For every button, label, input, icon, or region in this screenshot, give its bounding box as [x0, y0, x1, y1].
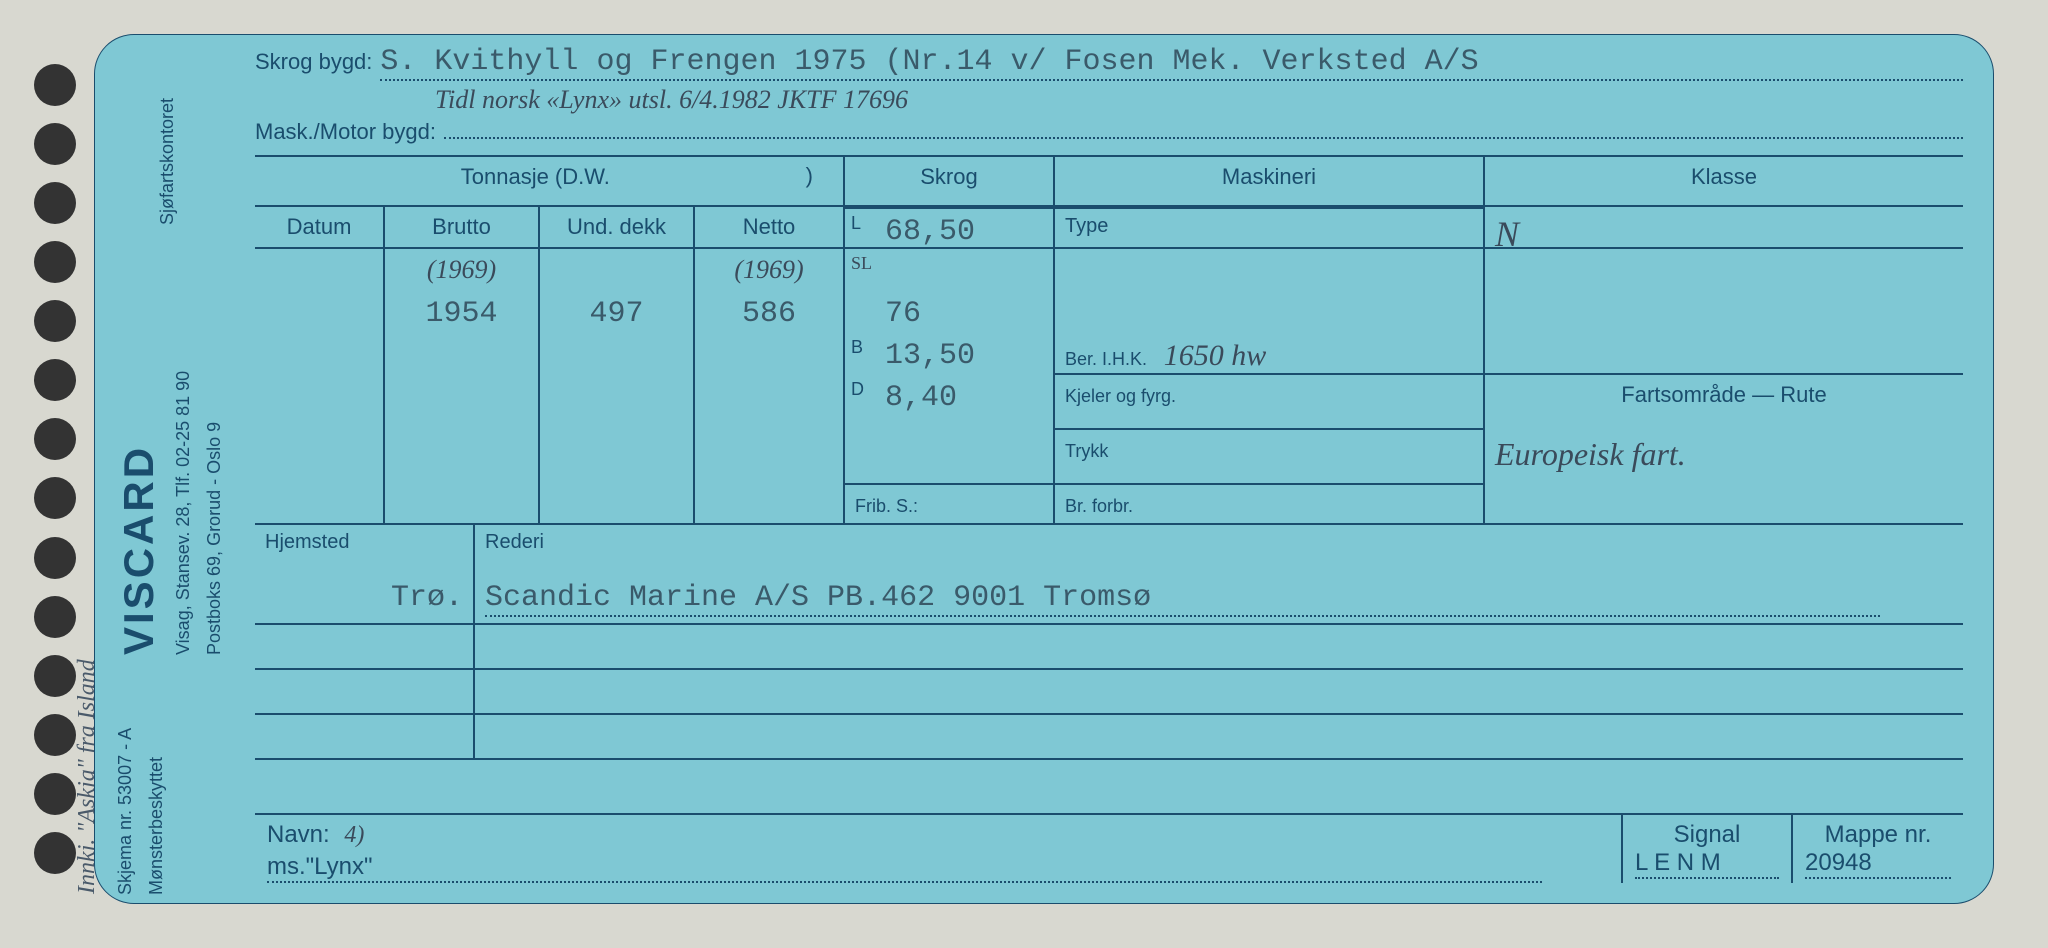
- index-card: VISCARD Visag, Stansev. 28, Tlf. 02-25 8…: [94, 34, 1994, 904]
- hole: [34, 477, 76, 519]
- mappe-value: 20948: [1805, 849, 1951, 879]
- hole: [34, 537, 76, 579]
- brforbr-label: Br. forbr.: [1065, 496, 1133, 516]
- brand-logo: VISCARD: [115, 95, 163, 655]
- signal-value: L E N M: [1635, 849, 1779, 879]
- mask-bygd-label: Mask./Motor bygd:: [255, 119, 436, 145]
- header-area: Skrog bygd: S. Kvithyll og Frengen 1975 …: [255, 45, 1963, 155]
- skrog-L: 68,50: [885, 215, 975, 249]
- farts-label: Fartsområde — Rute: [1621, 382, 1826, 407]
- unddekk-value: 497: [589, 297, 643, 331]
- skjema-nr: Skjema nr. 53007 - A: [115, 675, 136, 895]
- hole: [34, 714, 76, 756]
- brutto-value: 1954: [425, 297, 497, 331]
- kjeler-label: Kjeler og fyrg.: [1065, 386, 1176, 406]
- netto-header: Netto: [743, 214, 796, 239]
- kontoret-label: Sjøfartskontoret: [157, 75, 178, 225]
- skrog-D: 8,40: [885, 381, 957, 415]
- sidebar-kontoret: Sjøfartskontoret: [157, 75, 237, 225]
- netto-note: (1969): [734, 255, 803, 284]
- hole: [34, 596, 76, 638]
- rederi-value: Scandic Marine A/S PB.462 9001 Tromsø: [485, 581, 1880, 617]
- klasse-header: Klasse: [1691, 164, 1757, 189]
- berihk-value: 1650 hw: [1164, 339, 1267, 372]
- hole: [34, 359, 76, 401]
- farts-value: Europeisk fart.: [1495, 436, 1686, 472]
- maskineri-header: Maskineri: [1222, 164, 1316, 189]
- skrog-SL: 76: [885, 297, 921, 331]
- hjemsted-label: Hjemsted: [265, 531, 463, 554]
- mappe-label: Mappe nr.: [1805, 821, 1951, 849]
- hjemsted-value: Trø.: [391, 581, 463, 615]
- hole: [34, 182, 76, 224]
- hole: [34, 241, 76, 283]
- hole: [34, 832, 76, 874]
- tonnasje-close: ): [806, 163, 813, 189]
- sidebar-skjema-block: Skjema nr. 53007 - A Mønsterbeskyttet: [115, 675, 195, 895]
- main-grid: Tonnasje (D.W. ) Skrog Maskineri Klasse …: [255, 155, 1963, 760]
- mask-bygd-value: [444, 137, 1963, 139]
- skrog-note: Tidl norsk «Lynx» utsl. 6/4.1982 JKTF 17…: [435, 85, 908, 115]
- datum-header: Datum: [287, 214, 352, 239]
- netto-value: 586: [742, 297, 796, 331]
- hole: [34, 655, 76, 697]
- skrog-B: 13,50: [885, 339, 975, 373]
- skrog-header: Skrog: [920, 164, 977, 189]
- hole: [34, 64, 76, 106]
- brutto-note: (1969): [427, 255, 496, 284]
- hole: [34, 418, 76, 460]
- brutto-header: Brutto: [432, 214, 491, 239]
- frib-label: Frib. S.:: [855, 496, 918, 516]
- skrog-bygd-value: S. Kvithyll og Frengen 1975 (Nr.14 v/ Fo…: [380, 45, 1963, 81]
- hole: [34, 300, 76, 342]
- navn-label: Navn:: [267, 821, 330, 848]
- hole: [34, 123, 76, 165]
- card-wrapper: Reg. 12.2.92 m. 1/10-93 Innkj. "Askja" f…: [34, 34, 2014, 914]
- klasse-value: N: [1495, 214, 1519, 254]
- skrog-bygd-label: Skrog bygd:: [255, 49, 372, 75]
- type-label: Type: [1065, 215, 1473, 238]
- footer-row: Navn: 4) ms."Lynx" Signal L E N M Mappe …: [255, 813, 1963, 883]
- unddekk-header: Und. dekk: [567, 214, 666, 239]
- tonnasje-header: Tonnasje (D.W.: [461, 164, 610, 189]
- trykk-label: Trykk: [1065, 441, 1108, 461]
- berihk-label: Ber. I.H.K.: [1065, 349, 1147, 369]
- signal-label: Signal: [1635, 821, 1779, 849]
- rederi-label: Rederi: [485, 531, 1953, 554]
- hole: [34, 773, 76, 815]
- monster-label: Mønsterbeskyttet: [146, 675, 167, 895]
- navn-value: ms."Lynx": [267, 853, 1542, 883]
- navn-note: 4): [344, 822, 364, 848]
